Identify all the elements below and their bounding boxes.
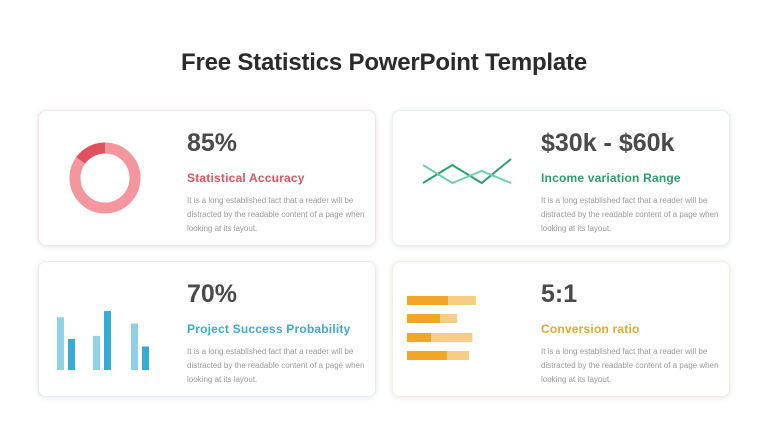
- card-label: Conversion ratio: [541, 322, 640, 336]
- hbar-3-rest: [446, 351, 469, 360]
- card-value: 85%: [187, 129, 238, 157]
- donut-highlight-segment: [69, 142, 141, 214]
- card-description: It is a long established fact that a rea…: [541, 196, 719, 233]
- stat-card-accuracy: 85% Statistical Accuracy It is a long es…: [38, 110, 376, 246]
- horizontal-bar-chart: [407, 296, 476, 360]
- hbar-2-main: [407, 333, 432, 342]
- card-label: Project Success Probability: [187, 322, 351, 336]
- hbar-2-rest: [431, 333, 473, 342]
- line-chart: [422, 158, 512, 185]
- card-value: 70%: [187, 280, 238, 308]
- card-description: It is a long established fact that a rea…: [541, 347, 719, 384]
- hbar-3-main: [407, 351, 447, 360]
- page-title: Free Statistics PowerPoint Template: [180, 49, 587, 76]
- bar-2-0: [131, 323, 138, 370]
- hbar-1-rest: [440, 314, 458, 323]
- bar-0-1: [68, 339, 75, 370]
- card-label: Income variation Range: [541, 171, 681, 185]
- donut-chart: [69, 142, 141, 214]
- bar-0-0: [57, 317, 64, 370]
- stat-card-conversion: 5:1 Conversion ratio It is a long establ…: [392, 261, 730, 397]
- stat-card-success: 70% Project Success Probability It is a …: [38, 261, 376, 397]
- card-value: $30k - $60k: [541, 129, 675, 157]
- card-description: It is a long established fact that a rea…: [187, 347, 365, 384]
- bar-2-1: [142, 346, 149, 370]
- hbar-0-main: [407, 296, 449, 305]
- bar-1-1: [104, 311, 111, 370]
- bar-1-0: [93, 335, 100, 370]
- hbar-1-main: [407, 314, 441, 323]
- card-label: Statistical Accuracy: [187, 171, 305, 185]
- card-description: It is a long established fact that a rea…: [187, 196, 365, 233]
- line-series-a: [422, 158, 512, 185]
- line-series-b: [422, 164, 512, 185]
- hbar-0-rest: [448, 296, 476, 305]
- stat-card-income: $30k - $60k Income variation Range It is…: [392, 110, 730, 246]
- bar-chart: [57, 311, 149, 370]
- card-value: 5:1: [541, 280, 578, 308]
